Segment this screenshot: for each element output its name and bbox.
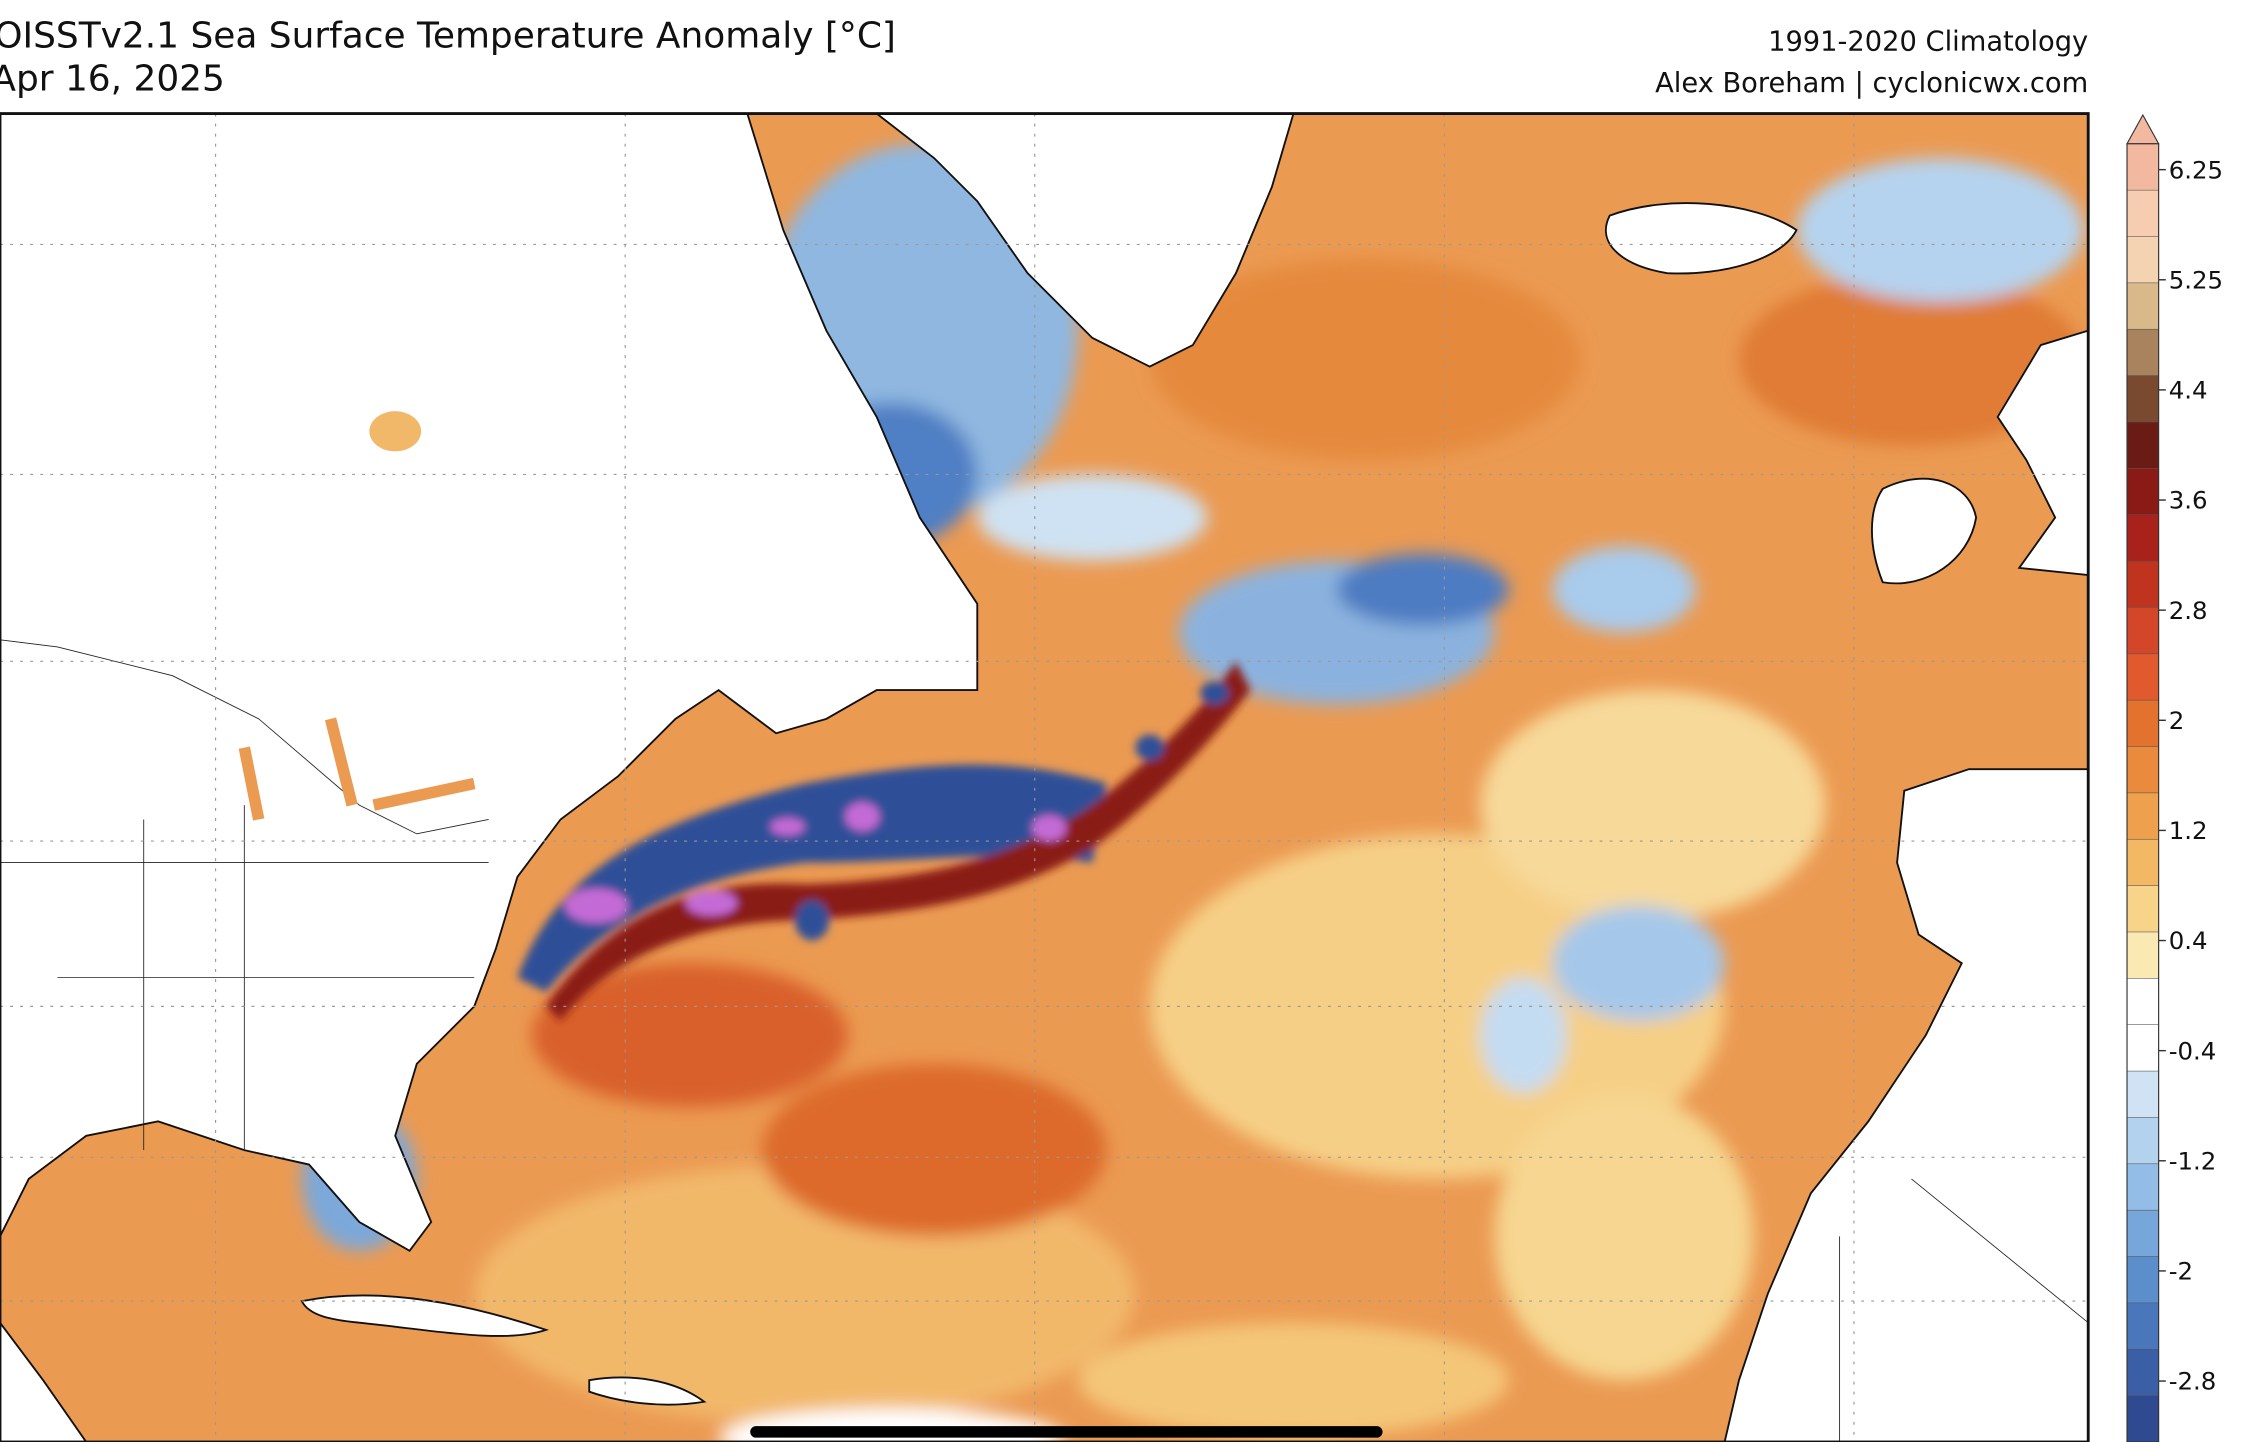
colorbar-segment: [2126, 885, 2159, 933]
colorbar-segment: [2126, 236, 2159, 284]
cold-eddy: [1135, 734, 1165, 761]
warm-pale: [1149, 833, 1725, 1179]
colorbar-segment: [2126, 607, 2159, 655]
cold-core: [770, 818, 805, 836]
cold-core: [845, 802, 880, 831]
warm-strong: [761, 1063, 1107, 1237]
credit: Alex Boreham | cyclonicwx.com: [1655, 68, 2088, 99]
colorbar-frame: [2126, 143, 2160, 1442]
ireland: [1871, 477, 1978, 585]
map: [0, 113, 2089, 1442]
greenland: [875, 113, 1295, 368]
hispaniola: [588, 1376, 707, 1406]
cold-core: [1031, 815, 1067, 842]
great-britain: [1996, 329, 2089, 577]
cool-pale: [1796, 158, 2084, 302]
warm-pale: [1494, 1092, 1754, 1381]
map-frame: [0, 112, 2090, 1442]
colorbar-segment: [2126, 1302, 2159, 1350]
cold-band: [517, 764, 1107, 993]
colorbar-segment: [2126, 746, 2159, 794]
warm-pale: [1480, 690, 1826, 921]
colorbar-segment: [2126, 838, 2159, 887]
state-borders: [0, 639, 2089, 1442]
colorbar-arrow: [2126, 113, 2160, 145]
warm-strong: [531, 963, 848, 1108]
cold-eddy: [1200, 681, 1229, 705]
climatology: 1991-2020 Climatology: [1768, 26, 2088, 57]
colorbar: 6.25 5.25 4.4 3.6 2.8 2 1.2 0.4 -0.4 -1.2 -2 -2.8: [2126, 113, 2223, 1442]
iberia-africa: [1723, 768, 2089, 1442]
colorbar-segment: [2126, 1395, 2159, 1442]
colorbar-segment: [2126, 143, 2159, 191]
cool-pale: [1552, 546, 1696, 633]
colorbar-segment: [2126, 375, 2159, 423]
colorbar-label: 2: [2169, 706, 2185, 735]
colorbar-label: -1.2: [2169, 1146, 2217, 1175]
colorbar-label: 0.4: [2169, 926, 2208, 955]
colorbar-segment: [2126, 514, 2159, 562]
cold-core: [564, 888, 629, 923]
colorbar-segment: [2126, 328, 2159, 377]
colorbar-segment: [2126, 699, 2159, 748]
warm: [1738, 273, 2084, 446]
colorbar-segment: [2126, 1256, 2159, 1304]
colorbar-segment: [2126, 1163, 2159, 1211]
warm-pale: [1077, 1322, 1510, 1438]
colorbar-segment: [2126, 1024, 2159, 1072]
graticule: [0, 113, 2089, 1442]
cuba: [300, 1294, 550, 1337]
colorbar-segment: [2126, 468, 2159, 516]
colorbar-segment: [2126, 1209, 2159, 1258]
title: OISSTv2.1 Sea Surface Temperature Anomal…: [0, 15, 896, 56]
colorbar-label: 3.6: [2169, 486, 2208, 515]
colorbar-label: 1.2: [2169, 816, 2208, 845]
hudson-warm: [369, 411, 422, 452]
anomaly-field: [301, 143, 2084, 1442]
colorbar-label: -0.4: [2169, 1036, 2217, 1065]
colorbar-segment: [2126, 560, 2159, 609]
colorbar-segment: [2126, 792, 2159, 840]
date: Apr 16, 2025: [0, 59, 225, 100]
gulf-stream: [517, 661, 1251, 1021]
colorbar-segment: [2126, 653, 2159, 701]
colorbar-label: -2.8: [2169, 1367, 2217, 1396]
colorbar-segment: [2126, 1348, 2159, 1397]
colorbar-segment: [2126, 282, 2159, 330]
cold-eddy: [794, 899, 830, 941]
colorbar-segment: [2126, 1117, 2159, 1165]
home-indicator: [750, 1426, 1383, 1438]
colorbar-label: 5.25: [2169, 265, 2223, 294]
cool-pale: [1480, 977, 1567, 1093]
cold-core: [685, 889, 738, 916]
warm: [1149, 258, 1581, 461]
colorbar-segment: [2126, 931, 2159, 980]
cool-pale: [1552, 905, 1725, 1021]
cool-strong: [1336, 553, 1510, 626]
colorbar-segment: [2126, 421, 2159, 470]
iceland: [1604, 202, 1798, 275]
colorbar-segment: [2126, 978, 2159, 1026]
great-lakes: [238, 717, 476, 821]
mexico: [0, 1321, 88, 1442]
colorbar-segment: [2126, 189, 2159, 238]
colorbar-label: -2: [2169, 1257, 2193, 1286]
colorbar-label: 6.25: [2169, 155, 2223, 184]
cool-pale: [977, 474, 1208, 561]
colorbar-label: 2.8: [2169, 596, 2208, 625]
colorbar-label: 4.4: [2169, 376, 2208, 405]
colorbar-segment: [2126, 1070, 2159, 1119]
